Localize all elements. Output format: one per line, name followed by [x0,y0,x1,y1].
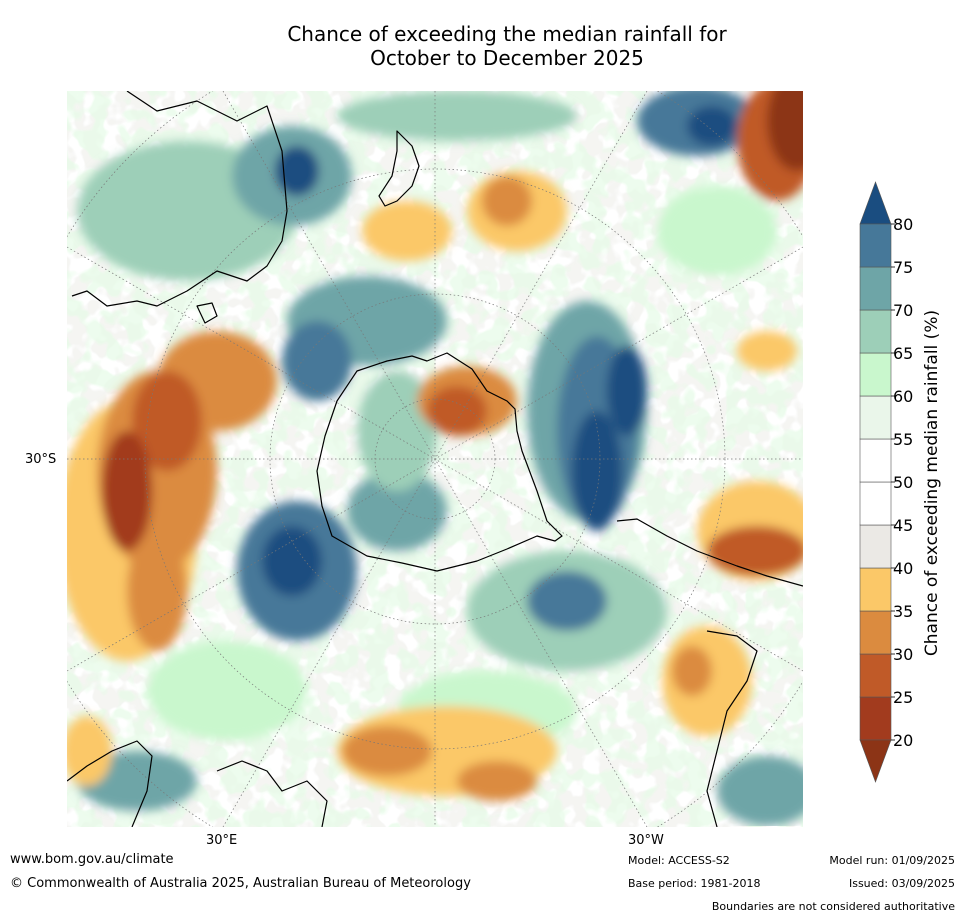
colorbar-title: Chance of exceeding median rainfall (%) [922,309,942,657]
new-zealand-coast [378,130,420,207]
africa-coast [67,740,153,827]
footer-copyright: © Commonwealth of Australia 2025, Austra… [10,876,471,891]
colorbar-ticks: 20 25 30 35 40 45 50 55 60 65 70 75 80 [891,215,913,750]
colorbar-tick-label: 25 [893,688,913,707]
title-line-2: October to December 2025 [370,46,644,70]
lat-label-30s: 30°S [25,452,57,467]
colorbar-band [859,309,892,354]
south-america-lower [706,630,758,827]
footer-model: Model: ACCESS-S2 [628,854,730,867]
colorbar-band [859,653,892,698]
colorbar-tick-label: 70 [893,301,913,320]
colorbar-band [859,395,892,440]
colorbar-swatches [859,181,892,783]
colorbar-band [859,610,892,655]
madagascar-coast [216,760,328,827]
colorbar-band [859,524,892,569]
colorbar-band [859,438,892,483]
colorbar-tick-label: 55 [893,430,913,449]
colorbar-extend-low [859,739,892,783]
footer-issued: Issued: 03/09/2025 [848,877,955,890]
footer-model-run: Model run: 01/09/2025 [829,854,955,867]
colorbar-tick-label: 60 [893,387,913,406]
colorbar-band [859,481,892,526]
antarctica-coast [316,352,563,572]
colorbar-tick-label: 50 [893,473,913,492]
graticule [67,91,803,827]
footer-disclaimer: Boundaries are not considered authoritat… [711,900,955,913]
colorbar-tick-label: 30 [893,645,913,664]
colorbar-band [859,567,892,612]
dry-regions [67,91,803,801]
footer-base-period: Base period: 1981-2018 [628,877,761,890]
colorbar-band [859,266,892,311]
colorbar-band [859,352,892,397]
colorbar-tick-label: 45 [893,516,913,535]
coastlines [67,91,803,827]
colorbar-tick-label: 40 [893,559,913,578]
colorbar-tick-label: 65 [893,344,913,363]
probability-fields [67,91,803,826]
colorbar: 20 25 30 35 40 45 50 55 60 65 70 75 80 [859,181,913,783]
rainfall-map [67,91,803,827]
tasmania-coast [196,302,218,324]
colorbar-tick-label: 20 [893,731,913,750]
colorbar-band [859,223,892,268]
lon-label-30w: 30°W [628,833,664,848]
colorbar-extend-high [859,181,892,225]
lon-label-30e: 30°E [206,833,238,848]
colorbar-tick-label: 80 [893,215,913,234]
footer-url[interactable]: www.bom.gov.au/climate [10,852,174,867]
colorbar-band [859,696,892,741]
australia-coast [71,91,288,307]
title-line-1: Chance of exceeding the median rainfall … [287,22,727,46]
south-america-coast [616,518,803,587]
colorbar-tick-label: 35 [893,602,913,621]
chart-title: Chance of exceeding the median rainfall … [0,22,965,70]
colorbar-tick-label: 75 [893,258,913,277]
